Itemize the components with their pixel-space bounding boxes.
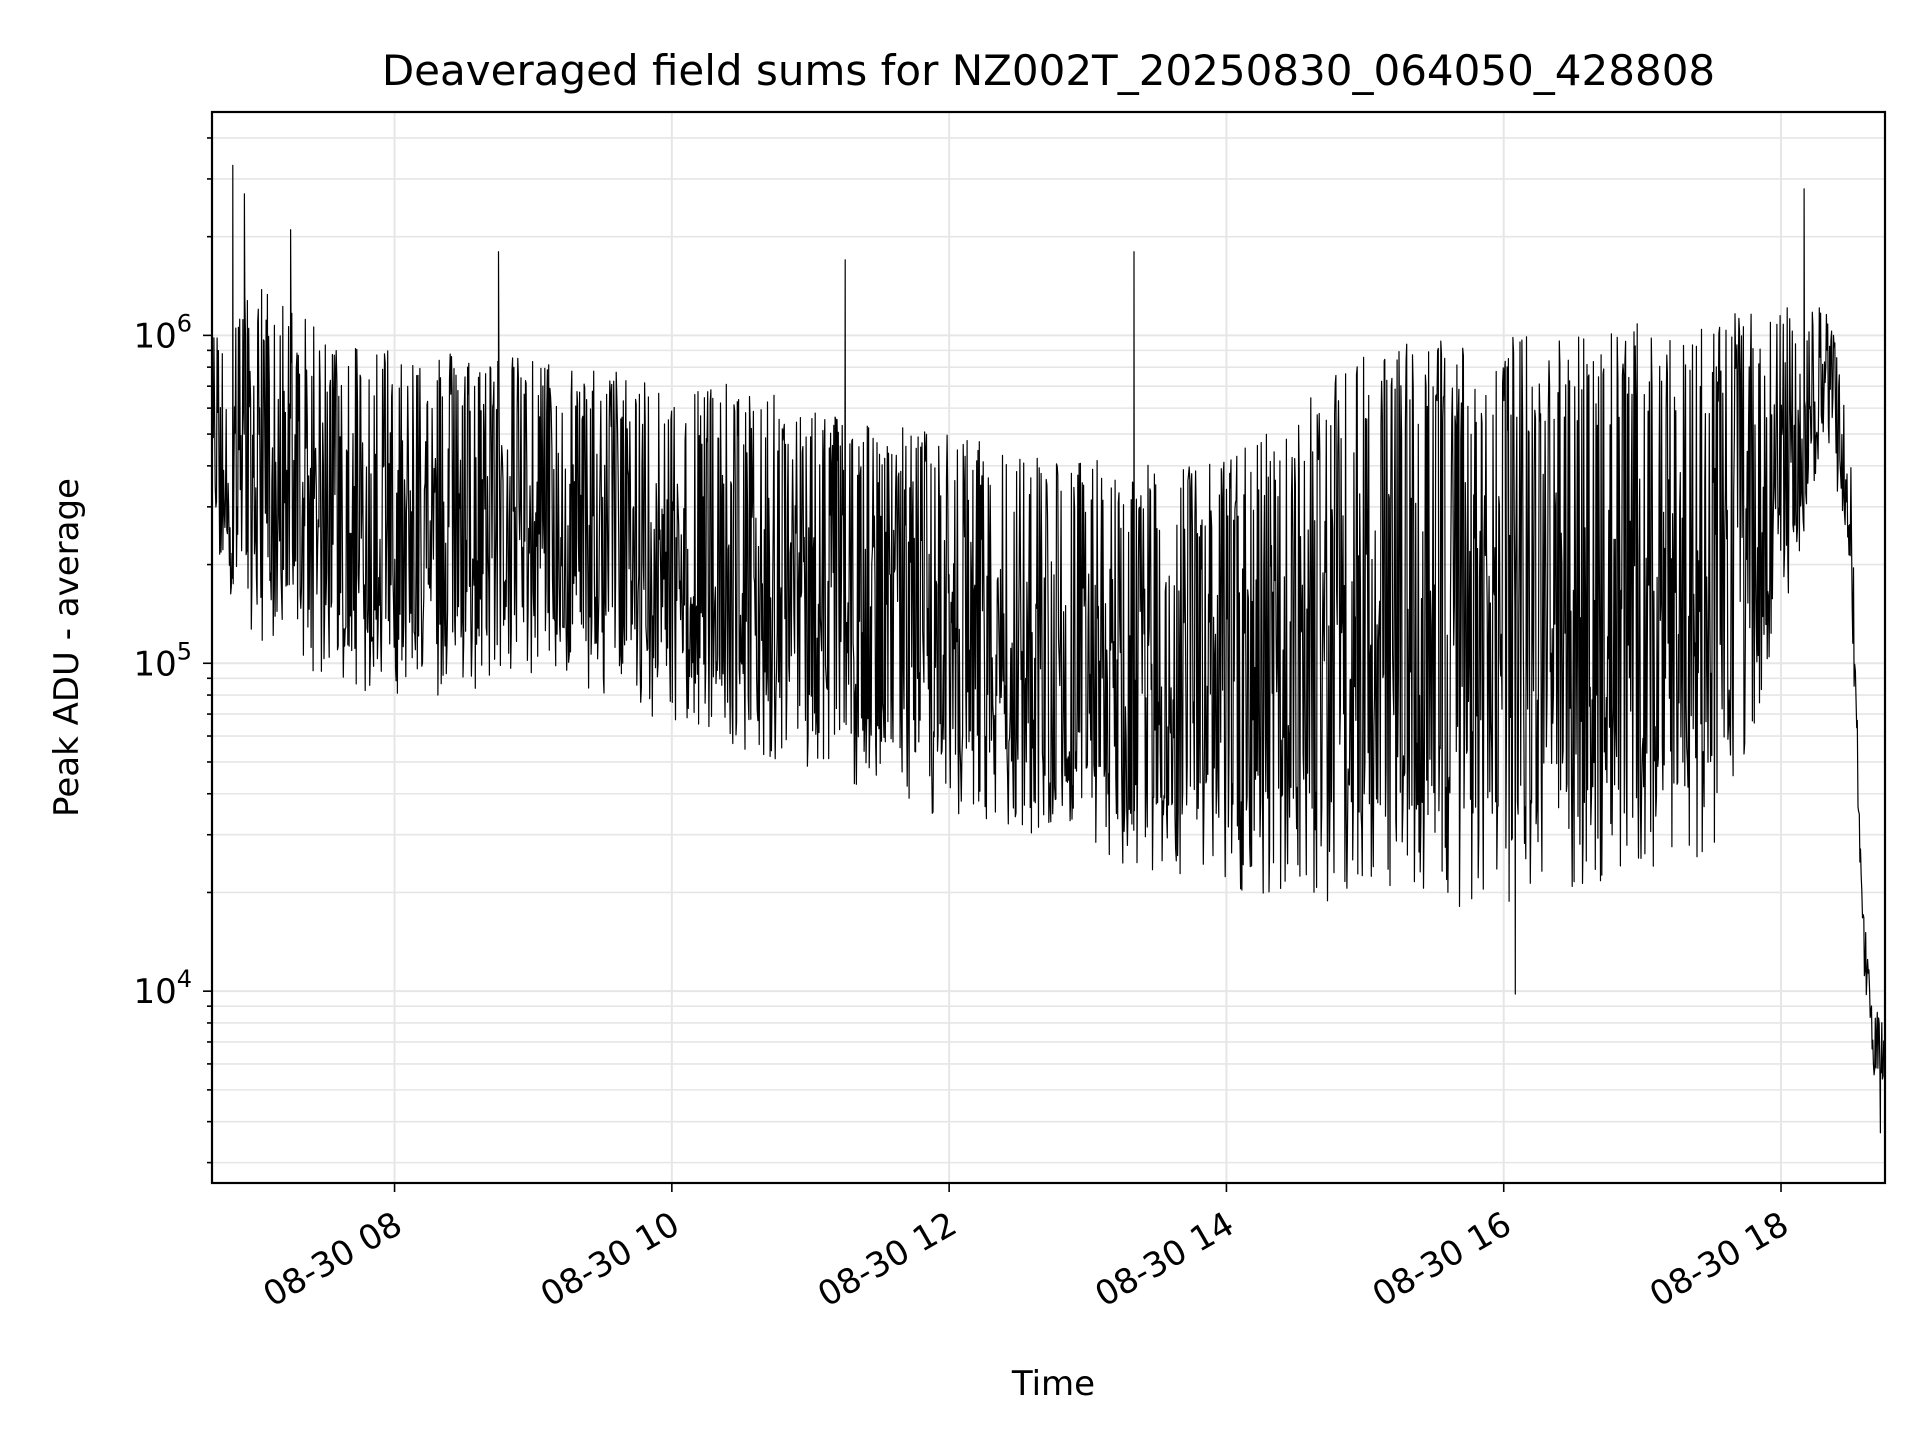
y-tick-base: 10 bbox=[133, 316, 176, 356]
y-tick-label: 104 bbox=[133, 965, 192, 1012]
chart-title: Deaveraged field sums for NZ002T_2025083… bbox=[382, 46, 1715, 95]
y-tick-label: 106 bbox=[133, 309, 192, 356]
y-tick-label: 105 bbox=[133, 637, 192, 684]
y-tick-base: 10 bbox=[133, 972, 176, 1012]
y-tick-base: 10 bbox=[133, 644, 176, 684]
data-layer bbox=[211, 164, 1886, 1134]
y-axis-label: Peak ADU - average bbox=[47, 478, 87, 817]
x-axis-label: Time bbox=[1011, 1364, 1095, 1404]
y-tick-exponent: 5 bbox=[177, 637, 192, 665]
plot-frame bbox=[210, 110, 1887, 1185]
y-tick-exponent: 4 bbox=[177, 965, 192, 993]
y-tick-exponent: 6 bbox=[177, 309, 192, 337]
series-line bbox=[211, 164, 1886, 1134]
